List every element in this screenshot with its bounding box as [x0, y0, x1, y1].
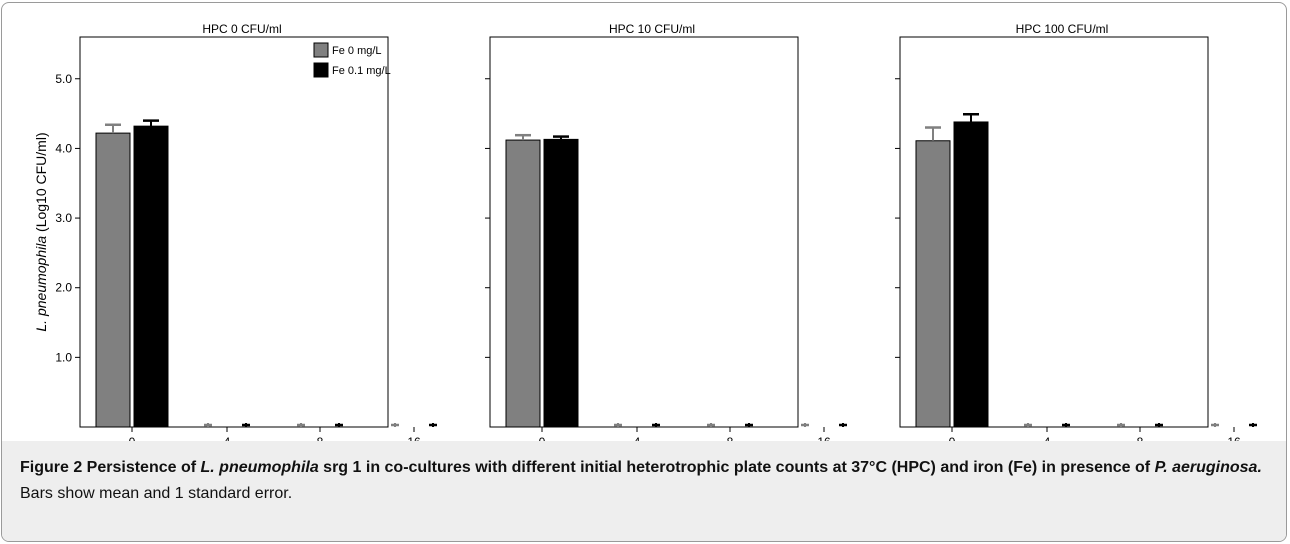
y-tick-label: 3.0 [55, 211, 72, 225]
y-tick-label: 2.0 [55, 281, 72, 295]
bar [915, 140, 951, 428]
panel-3: HPC 100 CFU/ml04816Days [895, 22, 1257, 441]
caption-bold-1: Persistence of [82, 459, 201, 476]
caption-label: Figure 2 [20, 459, 83, 476]
y-tick-label: 1.0 [55, 350, 72, 364]
bar [133, 125, 169, 428]
plot-frame [489, 36, 799, 428]
figure-caption: Figure 2 Persistence of L. pneumophila s… [2, 441, 1286, 541]
panel-1: HPC 0 CFU/ml1.02.03.04.05.004816DaysFe 0… [55, 22, 437, 441]
x-tick-label: 8 [727, 435, 734, 441]
bar [505, 139, 541, 428]
x-tick-label: 4 [1044, 435, 1051, 441]
caption-italic-1: L. pneumophila [200, 459, 319, 476]
y-axis-title: L. pneumophila (Log10 CFU/ml) [33, 132, 49, 331]
caption-normal: Bars show mean and 1 standard error. [20, 485, 293, 502]
chart-svg: L. pneumophila (Log10 CFU/ml) HPC 0 CFU/m… [33, 22, 1257, 441]
x-tick-label: 4 [634, 435, 641, 441]
legend-label: Fe 0.1 mg/L [332, 65, 391, 77]
y-axis-title-italic: L. pneumophila [33, 236, 49, 332]
caption-italic-2: P. aeruginosa. [1154, 459, 1262, 476]
x-tick-label: 16 [1227, 435, 1241, 441]
y-axis-title-rest: (Log10 CFU/ml) [33, 132, 49, 235]
x-tick-label: 16 [817, 435, 831, 441]
legend-swatch [313, 42, 329, 58]
legend-label: Fe 0 mg/L [332, 45, 382, 57]
plot-frame [899, 36, 1209, 428]
panel-title: HPC 10 CFU/ml [609, 22, 695, 36]
caption-bold-2: srg 1 in co-cultures with different init… [318, 459, 1155, 476]
bar [95, 132, 131, 428]
panel-title: HPC 100 CFU/ml [1016, 22, 1109, 36]
legend-swatch [313, 62, 329, 78]
bar [543, 138, 579, 428]
y-tick-label: 5.0 [55, 72, 72, 86]
x-tick-label: 16 [407, 435, 421, 441]
x-tick-label: 0 [949, 435, 956, 441]
x-tick-label: 0 [539, 435, 546, 441]
panel-title: HPC 0 CFU/ml [202, 22, 281, 36]
plot-frame [79, 36, 389, 428]
bar [953, 121, 989, 428]
y-tick-label: 4.0 [55, 141, 72, 155]
x-tick-label: 8 [1137, 435, 1144, 441]
x-tick-label: 0 [129, 435, 136, 441]
panel-2: HPC 10 CFU/ml04816Days [485, 22, 847, 441]
legend: Fe 0 mg/L Fe 0.1 mg/L [313, 42, 391, 78]
x-tick-label: 8 [317, 435, 324, 441]
x-tick-label: 4 [224, 435, 231, 441]
